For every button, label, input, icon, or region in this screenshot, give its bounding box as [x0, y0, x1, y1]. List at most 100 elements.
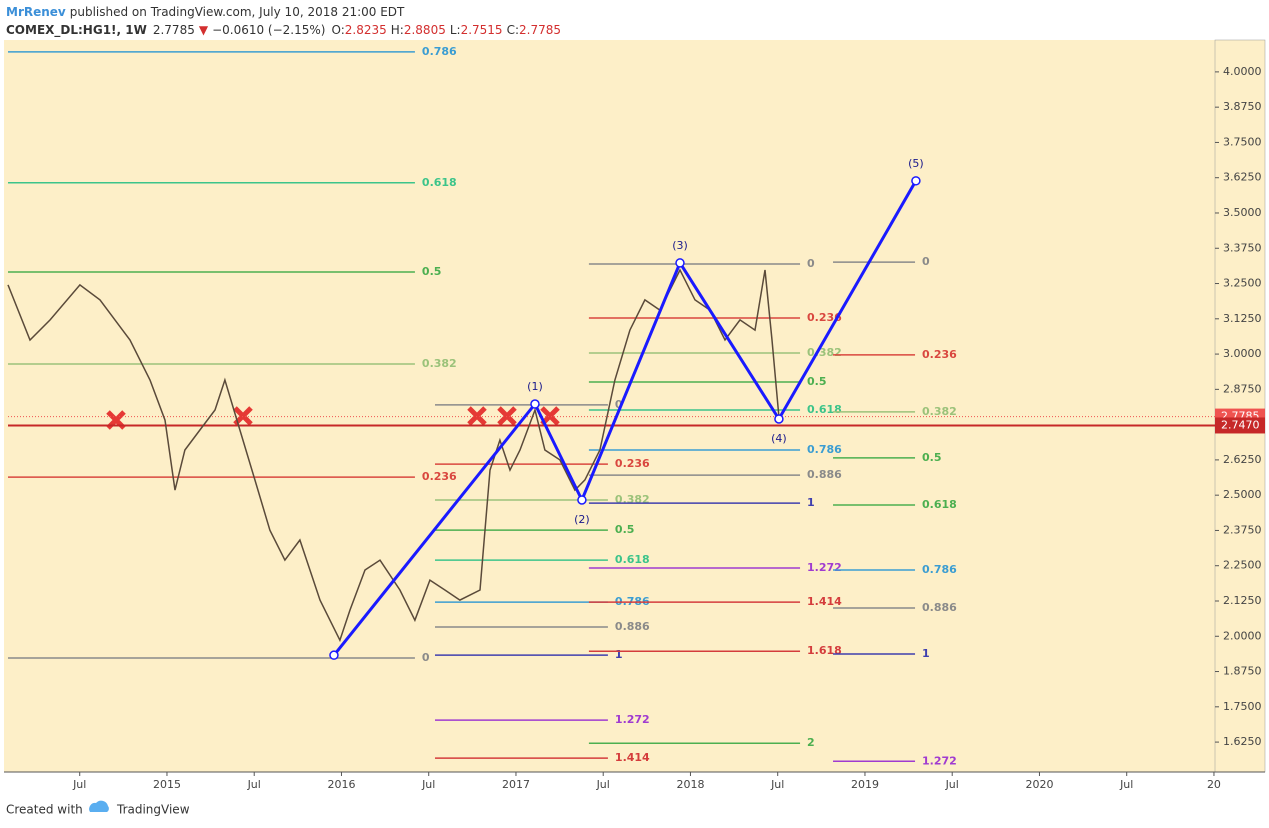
- fib-label: 1: [615, 648, 623, 661]
- header-line: MrRenev published on TradingView.com, Jul…: [6, 5, 405, 19]
- fib-label: 1: [807, 496, 815, 509]
- x-tick-label: 2015: [153, 778, 181, 791]
- wave-line: [332, 180, 918, 657]
- fib-label: 0.786: [807, 443, 842, 456]
- x-tick-label: 2018: [676, 778, 704, 791]
- x-tick-label: Jul: [596, 778, 610, 791]
- x-tick-label: 2019: [851, 778, 879, 791]
- fib-label: 0.5: [422, 265, 442, 278]
- fib-label: 0.236: [922, 348, 957, 361]
- wave-point: [329, 650, 339, 660]
- fib-label: 0.618: [922, 498, 957, 511]
- change: −0.0610 (−2.15%): [212, 23, 325, 37]
- wave-label: (3): [672, 239, 688, 252]
- x-marker: [467, 406, 487, 426]
- x-tick-label: Jul: [770, 778, 784, 791]
- fib-label: 0: [807, 257, 815, 270]
- ohlc-label: H:: [391, 23, 404, 37]
- fib-label: 0.5: [922, 451, 942, 464]
- x-marker: [497, 406, 517, 426]
- y-tick-label: 3.8750: [1223, 100, 1262, 113]
- x-tick-label: 20: [1207, 778, 1221, 791]
- y-tick-label: 2.2500: [1223, 559, 1262, 572]
- x-tick-label: Jul: [247, 778, 261, 791]
- y-tick-label: 4.0000: [1223, 65, 1262, 78]
- fib-label: 0.382: [807, 346, 842, 359]
- y-tick-label: 3.5000: [1223, 206, 1262, 219]
- fib-label: 0.618: [615, 553, 650, 566]
- x-tick-label: Jul: [1119, 778, 1133, 791]
- y-tick-label: 2.1250: [1223, 594, 1262, 607]
- footer-brand[interactable]: TradingView: [116, 803, 190, 817]
- wave-label: (4): [771, 432, 787, 445]
- fib-label: 0.786: [422, 45, 457, 58]
- fib-label: 1.272: [807, 561, 842, 574]
- y-tick-label: 2.0000: [1223, 629, 1262, 642]
- brand-logo[interactable]: [89, 800, 109, 812]
- quote-line: COMEX_DL:HG1!, 1W 2.7785 ▼ −0.0610 (−2.15%)…: [6, 23, 561, 38]
- fib-label: 0.236: [615, 457, 650, 470]
- y-tick-label: 3.2500: [1223, 277, 1262, 290]
- y-tick-label: 2.6250: [1223, 453, 1262, 466]
- y-tick-label: 3.6250: [1223, 171, 1262, 184]
- ohlc-value: 2.8805: [404, 23, 446, 37]
- x-tick-label: Jul: [72, 778, 86, 791]
- fib-label: 0.886: [922, 601, 957, 614]
- arrow: ▼: [199, 23, 209, 37]
- y-tick-label: 3.0000: [1223, 347, 1262, 360]
- ohlc-label: O:: [331, 23, 344, 37]
- wave-label: (1): [527, 380, 543, 393]
- price-tag-box: [1215, 417, 1265, 434]
- ohlc-value: 2.7785: [519, 23, 561, 37]
- footer-created: Created with: [6, 803, 83, 817]
- y-tick-label: 1.7500: [1223, 700, 1262, 713]
- fib-label: 0.382: [922, 405, 957, 418]
- y-tick-label: 2.8750: [1223, 382, 1262, 395]
- y-tick-label: 2.3750: [1223, 523, 1262, 536]
- fib-label: 0.236: [807, 311, 842, 324]
- last: 2.7785: [153, 23, 195, 37]
- wave-point: [911, 176, 921, 186]
- wave-label: (2): [574, 513, 590, 526]
- price-tag: 2.7470: [1221, 418, 1260, 431]
- fib-label: 0.618: [807, 403, 842, 416]
- fib-label: 1: [922, 647, 930, 660]
- fib-label: 0.382: [615, 493, 650, 506]
- fib-label: 1.272: [922, 754, 957, 767]
- fib-label: 0.886: [807, 468, 842, 481]
- fib-label: 2: [807, 736, 815, 749]
- ohlc-label: C:: [507, 23, 519, 37]
- fib-label: 0.618: [422, 176, 457, 189]
- ohlc-label: L:: [450, 23, 461, 37]
- x-tick-label: Jul: [421, 778, 435, 791]
- x-tick-label: 2017: [502, 778, 530, 791]
- fib-label: 0.5: [807, 375, 827, 388]
- y-tick-label: 1.8750: [1223, 665, 1262, 678]
- author[interactable]: MrRenev: [6, 5, 66, 19]
- fib-label: 0: [922, 255, 930, 268]
- ohlc-value: 2.8235: [345, 23, 387, 37]
- published: published on TradingView.com, July 10, 2…: [70, 5, 405, 19]
- x-tick-label: 2016: [327, 778, 355, 791]
- fib-label: 0.382: [422, 357, 457, 370]
- fib-label: 1.618: [807, 644, 842, 657]
- price-axis: [1214, 39, 1266, 773]
- wave-point: [530, 399, 540, 409]
- fib-label: 0.236: [422, 470, 457, 483]
- wave-point: [774, 414, 784, 424]
- symbol: COMEX_DL:HG1!, 1W: [6, 23, 147, 38]
- x-tick-label: Jul: [945, 778, 959, 791]
- fib-label: 1.414: [807, 595, 842, 608]
- x-tick-label: 2020: [1025, 778, 1053, 791]
- wave-point: [577, 495, 587, 505]
- fib-label: 0: [615, 398, 623, 411]
- y-tick-label: 1.6250: [1223, 735, 1262, 748]
- fib-label: 1.414: [615, 751, 650, 764]
- y-tick-label: 3.7500: [1223, 135, 1262, 148]
- fib-label: 0.5: [615, 523, 635, 536]
- fib-label: 0: [422, 651, 430, 664]
- fib-label: 0.886: [615, 620, 650, 633]
- fib-label: 1.272: [615, 713, 650, 726]
